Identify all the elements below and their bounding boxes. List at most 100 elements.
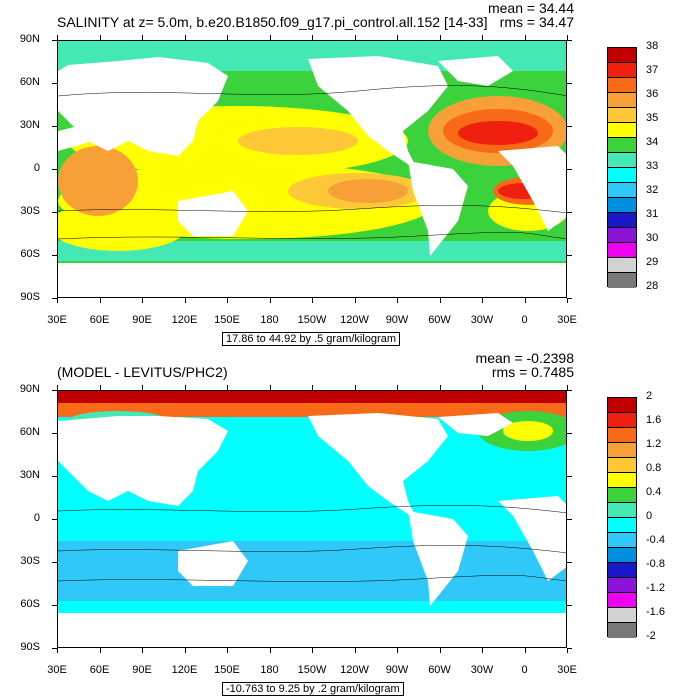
colorbar-label: 34 (646, 136, 659, 148)
lon-tick-top (524, 385, 526, 390)
lon-tick (397, 298, 398, 303)
colorbar-swatch (608, 93, 636, 108)
colorbar-swatch (608, 48, 636, 63)
colorbar-label: 1.2 (646, 438, 662, 450)
arabian-sea (58, 146, 138, 216)
colorbar-label: 35 (646, 112, 659, 124)
lon-tick-top (99, 385, 101, 390)
lon-label: 120W (340, 314, 369, 326)
colorbar-label: 32 (646, 184, 659, 196)
lon-tick-top (354, 35, 356, 40)
colorbar-label: 0 (646, 510, 653, 522)
north-atlantic-yellow (503, 421, 553, 441)
lon-tick (99, 648, 101, 653)
lon-label: 90E (132, 314, 152, 326)
lon-tick-top (227, 35, 228, 40)
lon-tick (354, 648, 356, 653)
lat-tick-right (567, 562, 572, 563)
colorbar-swatch (608, 533, 636, 548)
lon-tick-top (312, 35, 313, 40)
colorbar-swatch (608, 273, 636, 288)
lat-label: 60N (19, 426, 40, 438)
salinity-rms: rms = 34.47 (499, 14, 574, 30)
southern-negative-band (58, 541, 566, 601)
lat-label: 90N (19, 383, 40, 395)
lat-label: 30N (19, 469, 40, 481)
north-america-land (308, 56, 448, 171)
lat-tick (52, 169, 57, 170)
lat-tick (52, 605, 57, 606)
lat-tick-right (567, 83, 572, 84)
colorbar-swatch (608, 258, 636, 273)
lat-tick-right (567, 519, 572, 520)
lon-tick (354, 298, 356, 303)
lon-tick-top (227, 385, 228, 390)
lat-tick (52, 126, 57, 127)
lat-tick-right (567, 476, 572, 477)
salinity-mean: mean = 34.44 (487, 0, 574, 16)
lon-label: 90W (385, 664, 409, 676)
lon-tick (99, 298, 101, 303)
lon-tick-top (482, 35, 483, 40)
lat-tick-right (567, 212, 572, 213)
lon-tick (312, 298, 313, 303)
lon-tick-top (184, 35, 186, 40)
lat-label: 0 (33, 162, 40, 174)
colorbar-label: 33 (646, 160, 659, 172)
lon-tick-top (482, 385, 483, 390)
colorbar-swatch (608, 198, 636, 213)
greenland-land (438, 413, 513, 436)
difference-title: (MODEL - LEVITUS/PHC2) (57, 364, 228, 380)
lon-label: 60W (428, 664, 451, 676)
difference-map-field (58, 391, 566, 647)
lon-label: 30W (470, 664, 494, 676)
colorbar-label: 37 (646, 64, 659, 76)
north-america-land (308, 413, 448, 521)
colorbar-label: 31 (646, 208, 659, 220)
colorbar-label: 2 (646, 390, 653, 402)
lon-tick (524, 648, 526, 653)
lon-label: 150W (297, 664, 327, 676)
lon-label: 120E (171, 664, 198, 676)
lat-tick-right (567, 40, 572, 41)
lat-tick (52, 562, 57, 563)
southern-band (58, 241, 566, 261)
lat-tick (52, 648, 57, 649)
lon-label: 30E (557, 664, 577, 676)
lon-tick (227, 648, 228, 653)
colorbar-swatch (608, 473, 636, 488)
lon-tick-top (142, 35, 143, 40)
lat-tick (52, 390, 57, 391)
lat-tick-right (567, 126, 572, 127)
lon-tick (184, 298, 186, 303)
antarctica-land (58, 613, 566, 647)
colorbar-swatch (608, 213, 636, 228)
colorbar-label: -2 (646, 630, 656, 642)
colorbar-swatch (608, 228, 636, 243)
lon-label: 150E (214, 664, 240, 676)
africa-east-land (58, 121, 98, 151)
colorbar-label: 1.6 (646, 414, 662, 426)
lat-label: 30S (20, 205, 40, 217)
difference-mean: mean = -0.2398 (475, 350, 574, 366)
salinity-colorbar (607, 47, 637, 288)
lon-tick-top (269, 385, 271, 390)
lon-label: 60E (89, 664, 110, 676)
lat-label: 60S (20, 598, 40, 610)
colorbar-swatch (608, 78, 636, 93)
colorbar-swatch (608, 593, 636, 608)
sp-max-2 (328, 179, 408, 203)
lon-tick (57, 648, 58, 653)
lat-label: 30S (20, 555, 40, 567)
antarctica-land (58, 263, 566, 297)
lat-tick (52, 255, 57, 256)
colorbar-swatch (608, 63, 636, 78)
lon-label: 150W (297, 314, 327, 326)
lat-label: 30N (19, 119, 40, 131)
salinity-map (57, 40, 567, 298)
lon-tick-top (354, 385, 356, 390)
salinity-panel: SALINITY at z= 5.0m, b.e20.B1850.f09_g17… (19, 0, 659, 346)
colorbar-label: 30 (646, 232, 659, 244)
lon-tick (482, 648, 483, 653)
lat-label: 90N (19, 33, 40, 45)
